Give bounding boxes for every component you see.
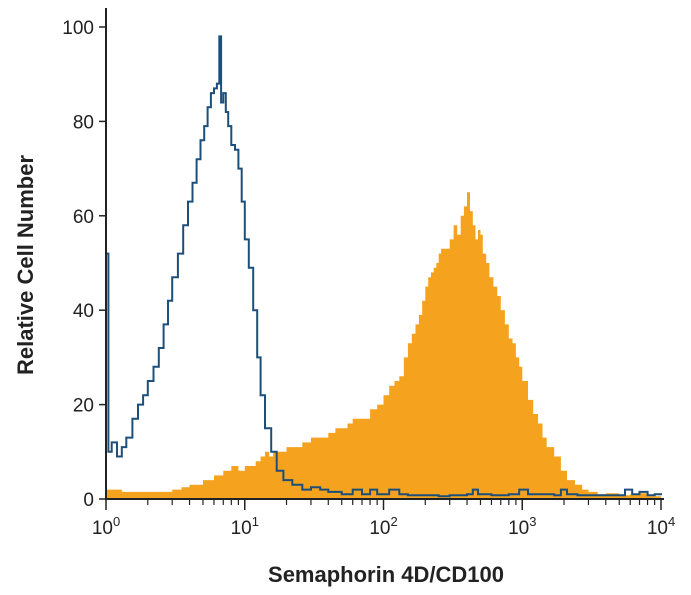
y-tick-label: 0 <box>83 490 94 511</box>
x-tick-label: 100 <box>92 514 120 539</box>
control-histogram-outline <box>106 35 662 498</box>
axes <box>105 8 664 500</box>
x-tick-label: 101 <box>231 514 259 539</box>
x-axis-title: Semaphorin 4D/CD100 <box>268 562 504 587</box>
y-tick-label: 60 <box>73 207 94 228</box>
stained-histogram-fill <box>106 192 661 499</box>
y-tick-label: 40 <box>73 301 94 322</box>
y-tick-label: 100 <box>62 18 94 39</box>
x-axis-ticks: 100 101 102 103 104 <box>92 499 675 539</box>
y-tick-label: 20 <box>73 396 94 417</box>
x-tick-label: 102 <box>369 514 397 539</box>
x-tick-label: 104 <box>647 514 675 539</box>
plot-area <box>106 35 662 499</box>
y-axis-title: Relative Cell Number <box>13 155 38 376</box>
x-tick-label: 103 <box>508 514 536 539</box>
y-axis-ticks: 0 20 40 60 80 100 <box>62 18 106 511</box>
y-tick-label: 80 <box>73 112 94 133</box>
